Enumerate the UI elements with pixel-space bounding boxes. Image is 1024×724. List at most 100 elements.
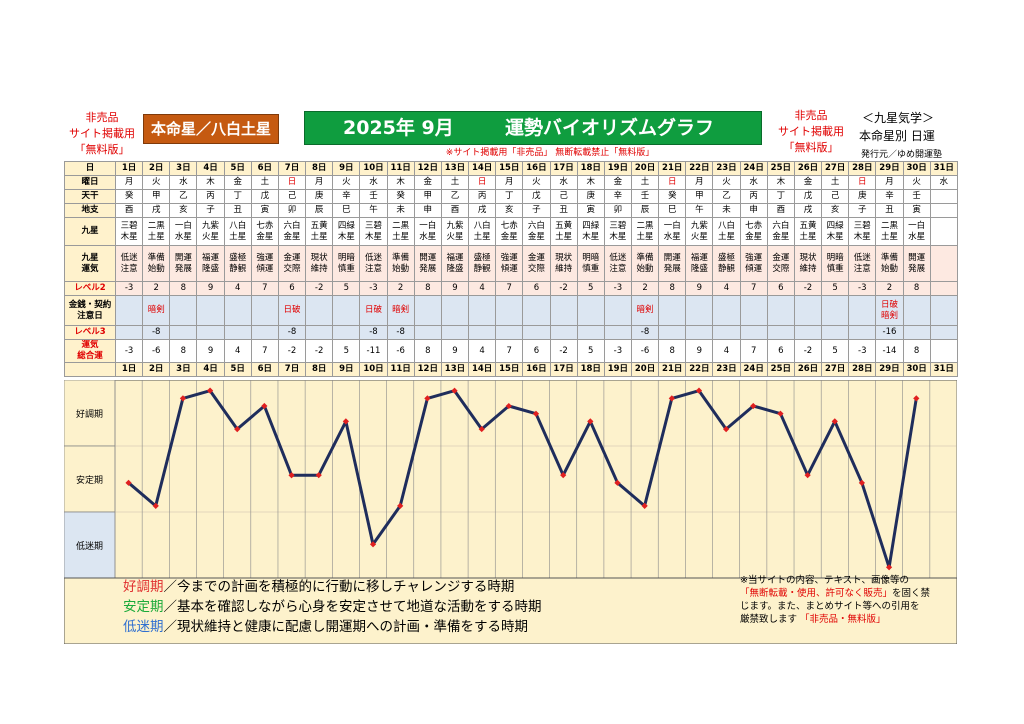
cell-days-20: 20日 — [630, 362, 660, 377]
left-nonsale-badge: 非売品 サイト掲載用 「無料版」 — [64, 110, 140, 158]
cell-tenkan-23: 乙 — [712, 189, 741, 204]
cell-days-9: 9日 — [332, 362, 361, 377]
cell-days-9: 9日 — [332, 161, 361, 176]
cell-unki-30: 開運 発展 — [902, 245, 931, 282]
right-subtitle: 本命星別 日運 — [859, 129, 935, 143]
cell-days-28: 28日 — [848, 362, 877, 377]
cell-tenkan-10: 壬 — [359, 189, 388, 204]
cell-kyusei-24: 七赤 金星 — [739, 217, 768, 246]
cell-unki-29: 準備 始動 — [875, 245, 904, 282]
right-badge-line3: 「無料版」 — [783, 141, 839, 154]
cell-tenkan-25: 丁 — [766, 189, 795, 204]
cell-days-20: 20日 — [630, 161, 660, 176]
cell-unki-27: 明暗 慎重 — [821, 245, 850, 282]
cell-level3-30 — [902, 325, 931, 340]
cell-money-11: 暗剣 — [386, 295, 415, 326]
row-label-total-days — [64, 362, 116, 377]
title-year: 2025年 9月 — [343, 117, 454, 139]
cell-kyusei-31 — [929, 217, 958, 246]
legend-term-3: 低迷期 — [123, 619, 164, 635]
right-title: ＜九星気学＞ — [862, 111, 935, 125]
cell-level2-31 — [929, 281, 958, 296]
cell-chishi-9: 巳 — [332, 203, 361, 218]
cell-unki-21: 開運 発展 — [658, 245, 687, 282]
cell-days-21: 21日 — [658, 161, 687, 176]
cell-weekdays-26: 金 — [793, 175, 823, 190]
cell-chishi-16: 子 — [522, 203, 551, 218]
cell-kyusei-13: 九紫 火星 — [440, 217, 470, 246]
honmei-star-label: 本命星／八白土星 — [143, 114, 279, 144]
row-label-tenkan: 天干 — [64, 189, 116, 204]
cell-weekdays-5: 金 — [223, 175, 252, 190]
biorhythm-chart: 好調期 安定期 低迷期 — [63, 379, 958, 645]
cell-chishi-25: 酉 — [766, 203, 795, 218]
cell-chishi-29: 丑 — [875, 203, 904, 218]
cell-money-18 — [576, 295, 605, 326]
cell-level2-24: 7 — [739, 281, 768, 296]
cell-kyusei-21: 一白 水星 — [658, 217, 687, 246]
cell-chishi-1: 酉 — [114, 203, 144, 218]
data-point-day-28 — [858, 479, 866, 486]
cell-weekdays-15: 月 — [495, 175, 524, 190]
notice-line1: ※当サイトの内容、テキスト、画像等の — [740, 575, 909, 586]
cell-level3-4 — [196, 325, 225, 340]
cell-unki-1: 低迷 注意 — [114, 245, 144, 282]
cell-total-29: -14 — [875, 339, 904, 363]
legend-box: 好調期／今までの計画を積極的に行動に移しチャレンジする時期 安定期／基本を確認しな… — [123, 577, 735, 643]
cell-level3-2: -8 — [142, 325, 171, 340]
cell-level2-20: 2 — [630, 281, 660, 296]
zone-label-2: 安定期 — [76, 474, 103, 486]
cell-weekdays-18: 木 — [576, 175, 605, 190]
cell-money-3 — [169, 295, 198, 326]
right-nonsale-badge: 非売品 サイト掲載用 「無料版」 — [772, 108, 850, 156]
zone-label-bg-3 — [63, 511, 116, 579]
cell-days-10: 10日 — [359, 362, 388, 377]
cell-level3-5 — [223, 325, 252, 340]
fortune-table: 日 1日 2日 3日 4日 5日 6日 7日 8日 9日 10日 11日 12日 13日 14日 15日 16日… — [64, 161, 958, 377]
cell-days-17: 17日 — [549, 161, 578, 176]
cell-days-18: 18日 — [576, 161, 605, 176]
cell-weekdays-25: 木 — [766, 175, 795, 190]
cell-money-6 — [250, 295, 279, 326]
cell-kyusei-3: 一白 水星 — [169, 217, 198, 246]
cell-total-31 — [929, 339, 958, 363]
cell-unki-31 — [929, 245, 958, 282]
cell-weekdays-22: 月 — [685, 175, 714, 190]
cell-level3-19 — [603, 325, 632, 340]
cell-unki-14: 盛極 静観 — [468, 245, 497, 282]
cell-weekdays-31: 水 — [929, 175, 958, 190]
cell-kyusei-2: 二黒 土星 — [142, 217, 171, 246]
notice-line4-head: 厳禁致します — [740, 614, 798, 625]
cell-level3-29: -16 — [875, 325, 904, 340]
cell-days-3: 3日 — [169, 161, 198, 176]
cell-kyusei-23: 八白 土星 — [712, 217, 741, 246]
cell-chishi-28: 子 — [848, 203, 877, 218]
cell-level2-26: -2 — [793, 281, 823, 296]
cell-weekdays-30: 火 — [902, 175, 931, 190]
cell-days-1: 1日 — [114, 362, 144, 377]
cell-days-29: 29日 — [875, 161, 904, 176]
cell-total-10: -11 — [359, 339, 388, 363]
cell-kyusei-8: 五黄 土星 — [305, 217, 334, 246]
cell-days-13: 13日 — [440, 161, 470, 176]
cell-unki-2: 準備 始動 — [142, 245, 171, 282]
cell-level3-6 — [250, 325, 279, 340]
cell-level2-8: -2 — [305, 281, 334, 296]
cell-unki-17: 現状 維持 — [549, 245, 578, 282]
cell-tenkan-9: 辛 — [332, 189, 361, 204]
cell-weekdays-17: 水 — [549, 175, 578, 190]
cell-money-16 — [522, 295, 551, 326]
cell-weekdays-3: 水 — [169, 175, 198, 190]
cell-money-31 — [929, 295, 958, 326]
right-badge-line1: 非売品 — [794, 109, 828, 122]
cell-level2-3: 8 — [169, 281, 198, 296]
cell-unki-11: 準備 始動 — [386, 245, 415, 282]
cell-level3-13 — [440, 325, 470, 340]
cell-days-6: 6日 — [250, 161, 279, 176]
cell-level2-18: 5 — [576, 281, 605, 296]
cell-chishi-3: 亥 — [169, 203, 198, 218]
cell-tenkan-26: 戊 — [793, 189, 823, 204]
cell-unki-7: 金運 交際 — [277, 245, 307, 282]
cell-kyusei-28: 三碧 木星 — [848, 217, 877, 246]
cell-days-24: 24日 — [739, 161, 768, 176]
